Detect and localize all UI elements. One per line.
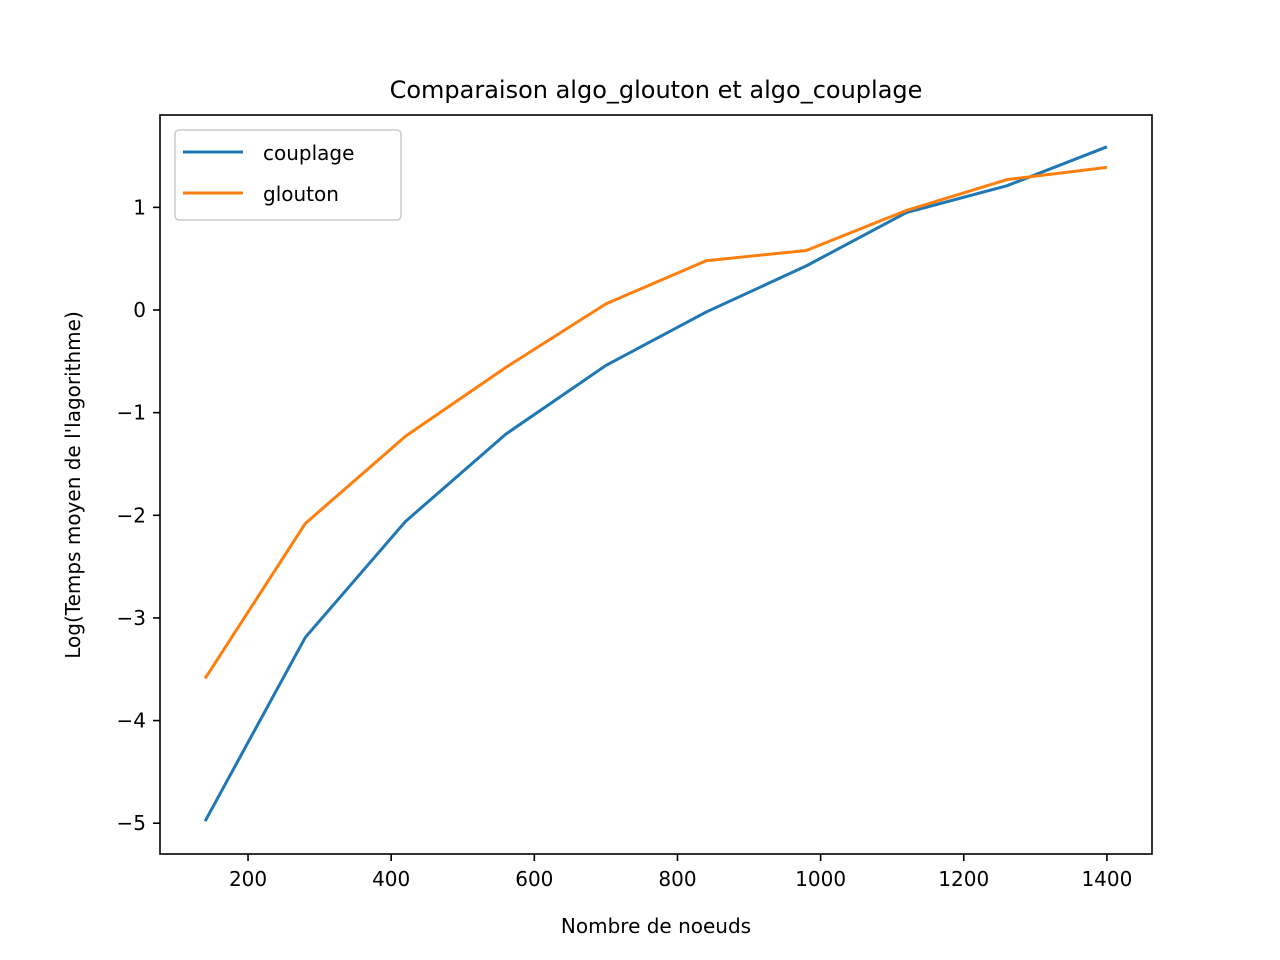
x-tick-label: 800 — [658, 867, 696, 891]
y-axis: −5 −4 −3 −2 −1 0 1 — [117, 195, 160, 835]
y-tick-label: −2 — [117, 503, 146, 527]
x-tick-label: 1200 — [938, 867, 989, 891]
y-tick-label: −3 — [117, 606, 146, 630]
legend-label-glouton: glouton — [263, 182, 339, 206]
y-tick-label: −5 — [117, 811, 146, 835]
x-tick-label: 400 — [372, 867, 410, 891]
legend: couplage glouton — [174, 129, 402, 221]
legend-label-couplage: couplage — [263, 141, 354, 165]
y-axis-label: Log(Temps moyen de l'lagorithme) — [61, 311, 85, 659]
x-axis-label: Nombre de noeuds — [561, 914, 751, 938]
plot-frame — [159, 114, 1153, 855]
x-tick-label: 200 — [229, 867, 267, 891]
plot-area: 200 400 600 800 1000 1200 1400 −5 −4 −3 −2 −1 0 1 — [117, 114, 1153, 891]
y-tick-label: −4 — [117, 709, 146, 733]
y-tick-label: 0 — [133, 298, 146, 322]
y-tick-label: −1 — [117, 401, 146, 425]
series-line-couplage — [203, 145, 1108, 822]
chart-title: Comparaison algo_glouton et algo_couplag… — [390, 76, 923, 104]
plot-background — [160, 115, 1152, 854]
series-line-glouton — [203, 165, 1108, 680]
y-tick-label: 1 — [133, 195, 146, 219]
series-layer — [203, 145, 1108, 822]
x-tick-label: 600 — [515, 867, 553, 891]
x-tick-label: 1400 — [1081, 867, 1132, 891]
x-tick-label: 1000 — [795, 867, 846, 891]
x-axis: 200 400 600 800 1000 1200 1400 — [229, 854, 1132, 891]
